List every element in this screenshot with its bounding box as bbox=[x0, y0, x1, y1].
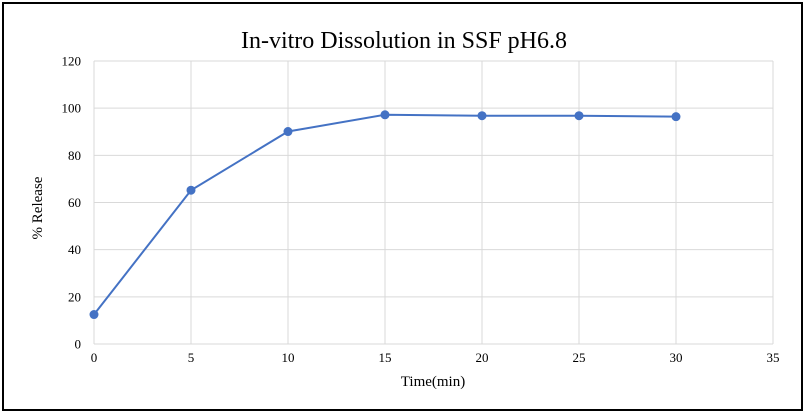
series-layer bbox=[89, 110, 681, 320]
x-tick-label: 35 bbox=[767, 350, 780, 365]
y-tick-label: 120 bbox=[62, 54, 82, 69]
x-tick-label: 25 bbox=[573, 350, 586, 365]
data-point bbox=[89, 310, 99, 320]
y-tick-label: 40 bbox=[68, 242, 81, 257]
y-axis-label: % Release bbox=[30, 176, 46, 239]
data-point bbox=[380, 110, 390, 120]
data-point bbox=[283, 127, 293, 137]
chart-title: In-vitro Dissolution in SSF pH6.8 bbox=[241, 28, 567, 54]
data-point bbox=[477, 111, 487, 121]
x-tick-label: 10 bbox=[282, 350, 295, 365]
data-point bbox=[574, 111, 584, 121]
y-tick-label: 100 bbox=[62, 101, 82, 116]
x-axis-label: Time(min) bbox=[401, 374, 465, 390]
data-point bbox=[671, 112, 681, 122]
gridlines bbox=[93, 60, 774, 345]
y-tick-label: 20 bbox=[68, 289, 81, 304]
x-tick-label: 30 bbox=[670, 350, 683, 365]
data-point bbox=[186, 185, 196, 195]
tick-labels: 0 20 40 60 80 100 120 0 5 10 15 20 25 30 35 bbox=[62, 54, 780, 366]
x-tick-label: 15 bbox=[379, 350, 392, 365]
x-tick-label: 0 bbox=[91, 350, 98, 365]
y-tick-label: 0 bbox=[75, 337, 82, 352]
x-tick-label: 20 bbox=[476, 350, 489, 365]
x-tick-label: 5 bbox=[188, 350, 195, 365]
y-tick-label: 60 bbox=[68, 195, 81, 210]
y-tick-label: 80 bbox=[68, 148, 81, 163]
